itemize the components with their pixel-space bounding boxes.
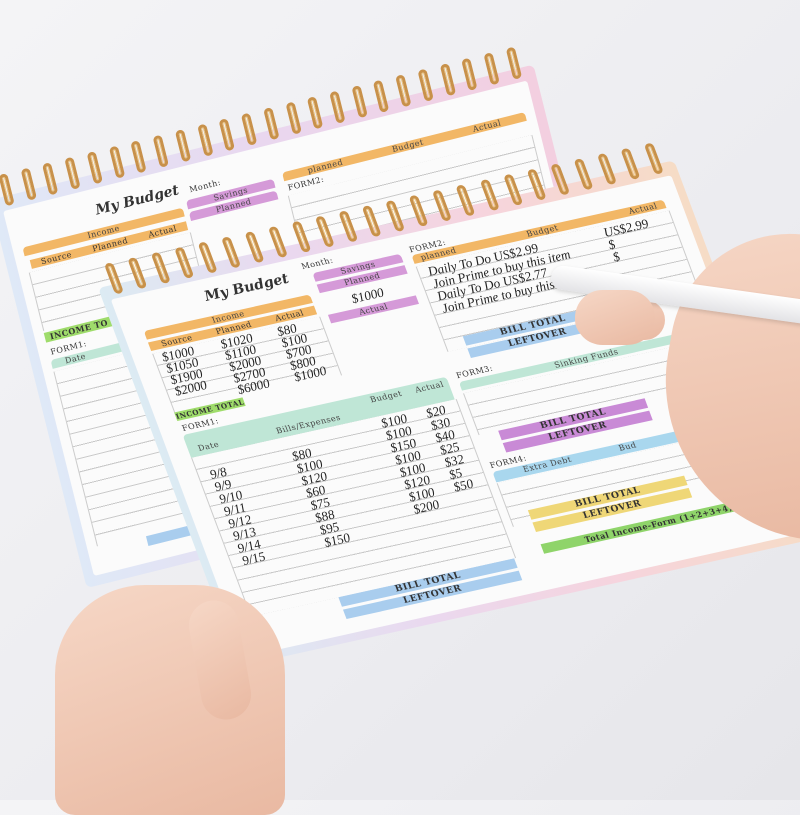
- right-hand-thumb: [575, 290, 655, 345]
- spiral-ring: [20, 167, 37, 201]
- spiral-ring: [262, 107, 280, 141]
- back-form2-planned: planned: [306, 157, 344, 176]
- income-planned-value: $6000: [234, 375, 272, 397]
- spiral-ring: [361, 204, 383, 238]
- form1-actual-header: Actual: [413, 379, 446, 395]
- spiral-ring: [315, 215, 336, 248]
- spiral-ring: [174, 246, 195, 279]
- spiral-ring: [417, 68, 434, 102]
- spiral-ring: [240, 112, 258, 146]
- spiral-ring: [197, 241, 218, 274]
- spiral-ring: [152, 134, 170, 168]
- spiral-ring: [455, 184, 476, 217]
- spiral-ring: [174, 129, 192, 163]
- form4-budget-header: Bud: [617, 440, 638, 453]
- spiral-ring: [502, 173, 523, 207]
- spiral-ring: [385, 199, 406, 233]
- spiral-ring: [268, 225, 289, 259]
- spiral-ring: [64, 156, 81, 190]
- spiral-ring: [483, 52, 501, 86]
- spiral-ring: [108, 145, 126, 179]
- spiral-ring: [596, 152, 617, 186]
- spiral-ring: [221, 236, 242, 269]
- spiral-ring: [643, 142, 664, 175]
- spiral-ring: [42, 162, 59, 196]
- spiral-ring: [196, 123, 214, 157]
- spiral-ring: [285, 101, 302, 135]
- spiral-ring: [307, 96, 324, 130]
- spiral-ring: [150, 251, 171, 285]
- back-form2-actual: Actual: [471, 118, 503, 134]
- spiral-ring: [408, 194, 429, 227]
- spiral-ring: [338, 210, 359, 243]
- spiral-ring: [526, 168, 547, 201]
- spiral-ring: [127, 257, 148, 290]
- spiral-ring: [218, 118, 236, 152]
- spiral-ring: [505, 46, 523, 80]
- spiral-ring: [461, 57, 478, 91]
- spiral-ring: [373, 79, 390, 113]
- form1-date-header: Date: [196, 439, 221, 453]
- spiral-ring: [620, 147, 641, 180]
- spiral-ring: [86, 151, 103, 185]
- form1-budget-header: Budget: [368, 388, 404, 405]
- spiral-ring: [329, 90, 346, 124]
- spiral-ring: [432, 189, 453, 222]
- spiral-ring: [573, 158, 594, 191]
- front-title: My Budget: [202, 270, 292, 305]
- spiral-ring: [130, 140, 148, 174]
- spiral-ring: [439, 63, 456, 97]
- back-form2-budget: Budget: [391, 137, 425, 155]
- spiral-ring: [291, 220, 312, 253]
- spiral-ring: [479, 178, 500, 212]
- spiral-ring: [244, 231, 265, 264]
- spiral-ring: [395, 74, 412, 108]
- income-actual-value: $1000: [291, 363, 329, 385]
- spiral-ring: [351, 85, 368, 119]
- spiral-ring: [549, 163, 570, 196]
